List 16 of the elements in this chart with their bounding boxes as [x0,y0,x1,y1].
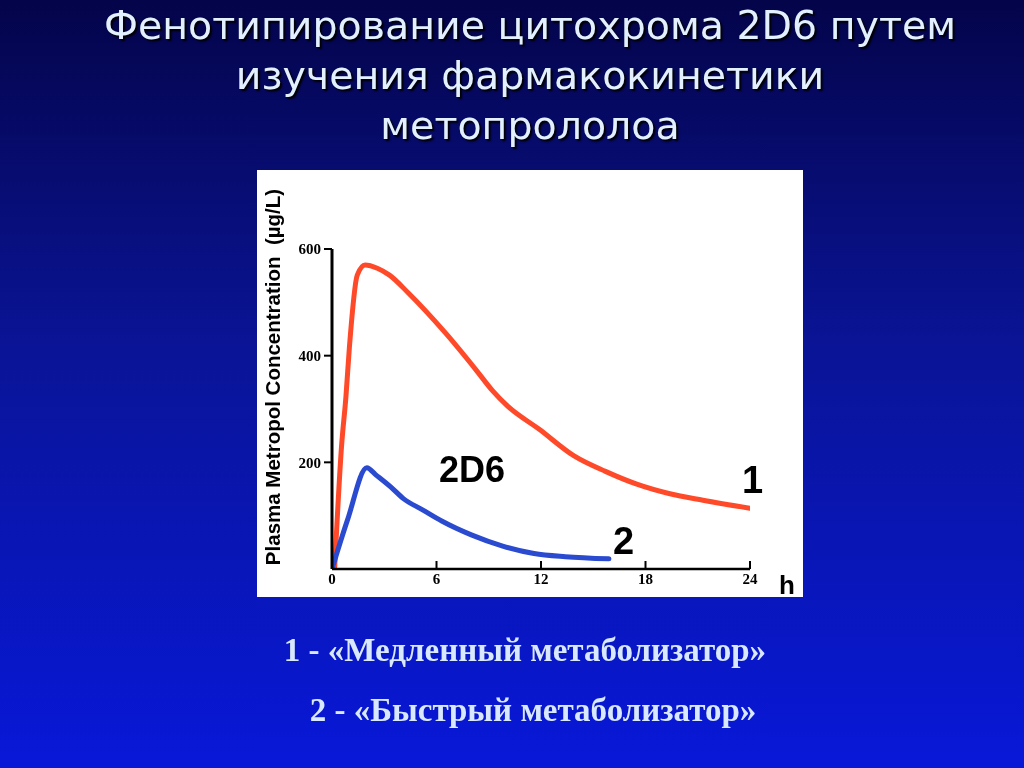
x-tick-label: 6 [432,570,441,587]
text: 1 - «Медленный метаболизатор» [282,632,768,668]
series-label: 1 [742,459,764,502]
text: 2 - «Быстрый метаболизатор» [308,692,758,728]
x-tick-label: 0 [328,570,336,587]
series-label: 2 [612,519,635,562]
y-tick-label: 600 [298,241,321,258]
y-tick-label: 400 [298,347,321,364]
x-axis-title: h [779,570,795,600]
y-tick-label: 200 [298,454,321,471]
x-tick-label: 24 [742,570,758,587]
annotation: 2D6 [438,448,506,490]
x-tick-label: 18 [638,570,653,587]
y-axis-title: Plasma Metropol Concentration (µg/L) [260,188,284,566]
chart-title: Фенотипирование цитохрома 2D6 путем изучения фармакокинетики метопрололоа [103,1,957,150]
x-tick-label: 12 [533,570,549,587]
